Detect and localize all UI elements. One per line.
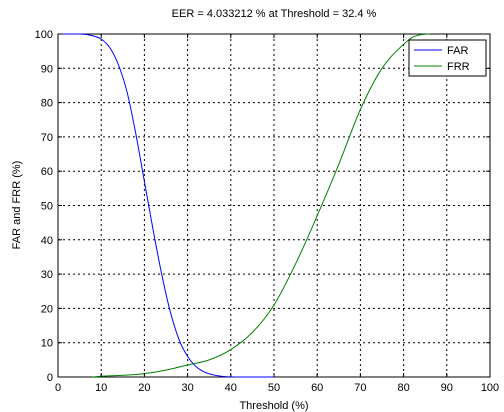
y-tick-label: 90	[41, 63, 53, 75]
legend: FAR FRR	[408, 39, 487, 77]
y-axis-label: FAR and FRR (%)	[11, 161, 23, 250]
y-tick-label: 60	[41, 166, 53, 178]
y-tick-label: 10	[41, 338, 53, 350]
x-axis-label: Threshold (%)	[239, 400, 308, 412]
x-tick-label: 60	[311, 382, 323, 394]
plot-area: 0 10 20 30 40 50 60 70 80 90 100 0 10 20 30 40 50 60 70 80 9…	[35, 29, 500, 394]
grid-layer	[58, 34, 490, 377]
legend-label-far: FAR	[447, 45, 468, 57]
x-tick-label: 70	[354, 382, 366, 394]
series-line-far	[58, 33, 274, 378]
x-tick-label: 80	[397, 382, 409, 394]
x-tick-label: 50	[268, 382, 280, 394]
x-tick-label: 100	[481, 382, 499, 394]
legend-label-frr: FRR	[447, 61, 470, 73]
tick-layer: 0 10 20 30 40 50 60 70 80 90 100 0 10 20 30 40 50 60 70 80 9…	[35, 29, 500, 394]
x-tick-label: 90	[441, 382, 453, 394]
legend-box	[408, 39, 487, 77]
x-tick-label: 0	[55, 382, 61, 394]
y-tick-label: 50	[41, 201, 53, 213]
y-tick-label: 0	[47, 372, 53, 384]
y-tick-label: 40	[41, 235, 53, 247]
x-tick-label: 20	[138, 382, 150, 394]
x-tick-label: 40	[225, 382, 237, 394]
y-tick-label: 30	[41, 269, 53, 281]
y-tick-label: 20	[41, 303, 53, 315]
y-tick-label: 80	[41, 98, 53, 110]
y-tick-label: 70	[41, 132, 53, 144]
x-tick-label: 10	[95, 382, 107, 394]
chart-title: EER = 4.033212 % at Threshold = 32.4 %	[172, 8, 377, 20]
x-tick-label: 30	[181, 382, 193, 394]
y-tick-label: 100	[35, 29, 53, 41]
